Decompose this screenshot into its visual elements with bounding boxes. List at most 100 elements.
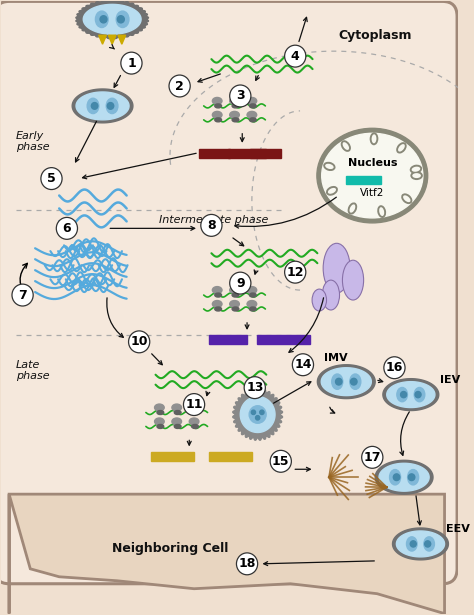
Text: 12: 12 — [286, 266, 304, 279]
Ellipse shape — [230, 301, 239, 308]
Text: IEV: IEV — [440, 375, 460, 384]
Text: Intermediate phase: Intermediate phase — [159, 215, 268, 225]
Bar — [151, 453, 194, 461]
Text: EEV: EEV — [447, 524, 470, 534]
Text: 15: 15 — [272, 455, 290, 468]
Ellipse shape — [215, 293, 221, 297]
Ellipse shape — [249, 406, 266, 423]
Circle shape — [409, 474, 415, 480]
Bar — [209, 335, 247, 344]
Ellipse shape — [332, 374, 343, 389]
Circle shape — [128, 331, 150, 353]
Text: 10: 10 — [130, 335, 148, 348]
Ellipse shape — [230, 287, 239, 293]
Ellipse shape — [347, 202, 357, 215]
Ellipse shape — [95, 11, 108, 28]
Polygon shape — [379, 463, 429, 491]
Ellipse shape — [247, 97, 257, 105]
Ellipse shape — [408, 470, 419, 485]
Ellipse shape — [397, 387, 408, 402]
Ellipse shape — [370, 132, 378, 145]
Ellipse shape — [232, 118, 239, 122]
Ellipse shape — [172, 418, 182, 425]
Ellipse shape — [212, 287, 222, 293]
Polygon shape — [83, 4, 141, 34]
Bar — [346, 176, 381, 183]
Bar — [250, 149, 281, 157]
Ellipse shape — [247, 111, 257, 118]
Circle shape — [91, 103, 98, 109]
Circle shape — [107, 103, 114, 109]
Circle shape — [351, 378, 357, 385]
Circle shape — [237, 553, 258, 575]
Ellipse shape — [372, 134, 376, 143]
Ellipse shape — [411, 167, 420, 172]
Text: 13: 13 — [246, 381, 264, 394]
Circle shape — [255, 416, 260, 420]
Polygon shape — [387, 382, 435, 408]
Circle shape — [260, 410, 264, 415]
Ellipse shape — [230, 111, 239, 118]
Ellipse shape — [155, 418, 164, 425]
Ellipse shape — [249, 104, 256, 108]
Ellipse shape — [172, 404, 182, 411]
Ellipse shape — [328, 188, 336, 194]
Polygon shape — [321, 368, 371, 395]
Text: 18: 18 — [238, 557, 256, 570]
Text: Late
phase: Late phase — [16, 360, 49, 381]
Text: 7: 7 — [18, 288, 27, 301]
Ellipse shape — [249, 307, 256, 311]
Circle shape — [336, 378, 342, 385]
Text: 11: 11 — [185, 398, 203, 411]
Ellipse shape — [317, 129, 428, 223]
Ellipse shape — [232, 307, 239, 311]
Ellipse shape — [157, 411, 164, 415]
Polygon shape — [392, 528, 448, 560]
Polygon shape — [76, 92, 129, 120]
Text: 5: 5 — [47, 172, 56, 185]
Ellipse shape — [230, 97, 239, 105]
Circle shape — [183, 394, 205, 416]
Circle shape — [425, 541, 431, 547]
Ellipse shape — [189, 404, 199, 411]
Circle shape — [41, 168, 62, 189]
Circle shape — [393, 474, 400, 480]
Text: 9: 9 — [236, 277, 245, 290]
Ellipse shape — [398, 144, 405, 152]
Polygon shape — [375, 460, 433, 494]
Ellipse shape — [249, 118, 256, 122]
Text: 1: 1 — [127, 57, 136, 69]
Circle shape — [100, 16, 107, 23]
Circle shape — [12, 284, 33, 306]
Ellipse shape — [215, 307, 221, 311]
Ellipse shape — [410, 171, 423, 180]
Text: 3: 3 — [236, 89, 245, 103]
Circle shape — [270, 450, 292, 472]
Circle shape — [415, 392, 421, 398]
Ellipse shape — [377, 205, 386, 218]
Circle shape — [244, 376, 265, 399]
Ellipse shape — [155, 404, 164, 411]
FancyBboxPatch shape — [0, 1, 457, 584]
Circle shape — [201, 215, 222, 236]
Polygon shape — [118, 35, 126, 44]
Ellipse shape — [116, 11, 129, 28]
Circle shape — [410, 541, 416, 547]
Ellipse shape — [249, 293, 256, 297]
Polygon shape — [9, 494, 445, 614]
Ellipse shape — [401, 193, 412, 204]
Text: 17: 17 — [364, 451, 381, 464]
Bar — [199, 149, 230, 157]
Polygon shape — [99, 35, 106, 44]
Ellipse shape — [212, 97, 222, 105]
Bar — [257, 335, 310, 344]
Ellipse shape — [247, 287, 257, 293]
Circle shape — [384, 357, 405, 379]
Ellipse shape — [232, 104, 239, 108]
Polygon shape — [396, 531, 445, 557]
Ellipse shape — [174, 424, 181, 429]
Ellipse shape — [87, 98, 99, 114]
Ellipse shape — [403, 196, 410, 202]
Ellipse shape — [410, 165, 422, 174]
Polygon shape — [233, 389, 283, 440]
